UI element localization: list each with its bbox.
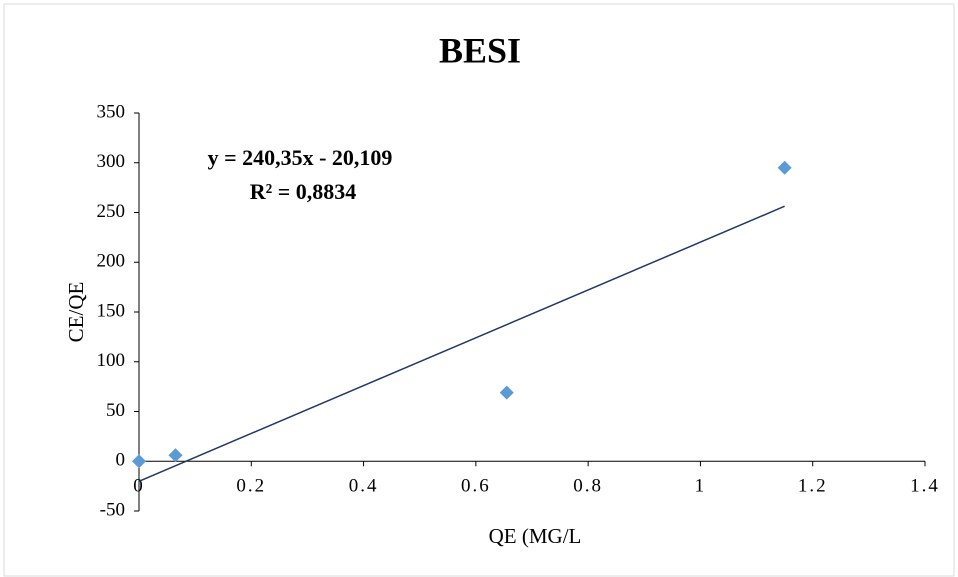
y-axis-label: CE/QE bbox=[64, 282, 88, 343]
y-tick-label: 0 bbox=[116, 450, 126, 471]
y-tick-label: 200 bbox=[97, 251, 126, 272]
equation: y = 240,35x - 20,109 bbox=[208, 145, 393, 170]
y-tick-label: 350 bbox=[97, 101, 126, 122]
y-tick-label: 250 bbox=[97, 201, 126, 222]
x-tick-label: 1 bbox=[695, 476, 707, 497]
x-tick-label: 0.4 bbox=[349, 476, 379, 497]
page: BESI QE (MG/L CE/QE y = 240,35x - 20,109… bbox=[0, 0, 958, 577]
y-tick-label: 150 bbox=[97, 300, 126, 321]
chart: BESI QE (MG/L CE/QE y = 240,35x - 20,109… bbox=[0, 0, 958, 577]
x-tick-label: 1.2 bbox=[798, 476, 828, 497]
x-tick-label: 1.4 bbox=[910, 476, 940, 497]
r-squared: R² = 0,8834 bbox=[250, 179, 357, 204]
chart-title: BESI bbox=[439, 30, 521, 70]
x-tick-label: 0.2 bbox=[236, 476, 266, 497]
x-axis-label: QE (MG/L bbox=[489, 524, 582, 548]
y-tick-label: 50 bbox=[106, 400, 125, 421]
y-tick-label: -50 bbox=[100, 499, 125, 520]
x-tick-label: 0.6 bbox=[461, 476, 491, 497]
y-tick-label: 300 bbox=[97, 151, 126, 172]
y-tick-label: 100 bbox=[97, 350, 126, 371]
x-tick-label: 0.8 bbox=[573, 476, 603, 497]
